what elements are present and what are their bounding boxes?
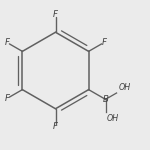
Text: B: B (103, 95, 108, 104)
Text: F: F (4, 38, 10, 47)
Text: OH: OH (107, 114, 119, 123)
Text: F: F (53, 10, 58, 19)
Text: F: F (4, 94, 10, 103)
Text: F: F (53, 122, 58, 131)
Text: OH: OH (118, 83, 130, 92)
Text: F: F (101, 38, 106, 47)
